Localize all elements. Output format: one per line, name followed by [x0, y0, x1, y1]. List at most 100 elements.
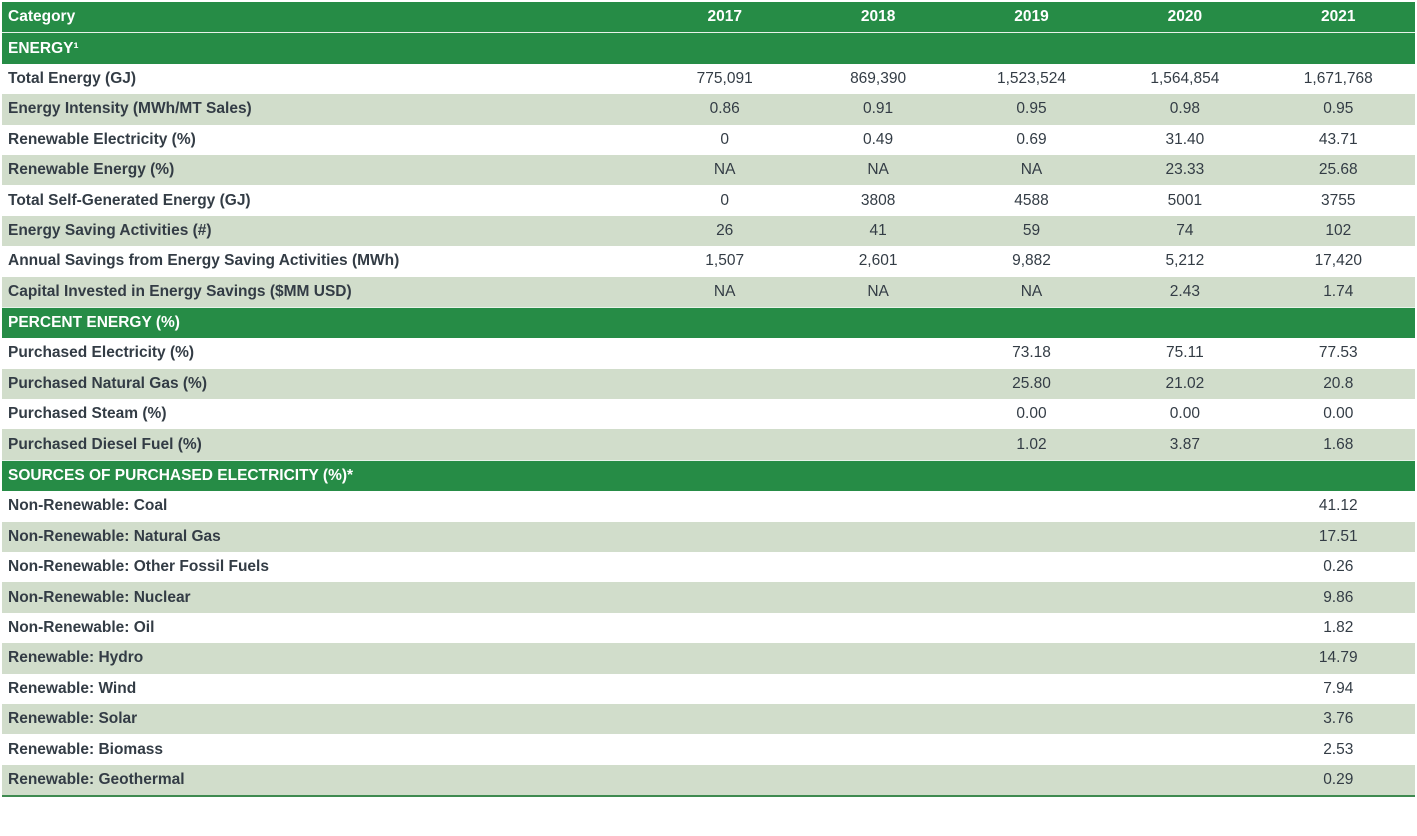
cell-2020 [1108, 612, 1262, 644]
cell-2018 [801, 643, 955, 674]
cell-2017: NA [648, 276, 802, 308]
cell-2019: 1.02 [954, 429, 1109, 461]
cell-2018 [801, 429, 955, 461]
cell-2021: 102 [1261, 215, 1415, 247]
table-row: Total Energy (GJ) 775,091 869,390 1,523,524… [2, 63, 1415, 95]
cell-2017 [648, 368, 802, 400]
cell-2017 [648, 338, 802, 369]
cell-2018 [801, 764, 955, 797]
cell-2017 [648, 429, 802, 461]
cell-2020: 1,564,854 [1108, 63, 1262, 95]
cell-2019: 4588 [954, 185, 1109, 216]
table-row: Non-Renewable: Coal 41.12 [2, 491, 1415, 522]
cell-2018 [801, 338, 955, 369]
cell-2017: 26 [648, 215, 802, 247]
row-label: Non-Renewable: Nuclear [2, 582, 648, 613]
section-title: PERCENT ENERGY (%) [2, 306, 1415, 339]
table-row: Renewable: Hydro 14.79 [2, 643, 1415, 674]
cell-2017: 0 [648, 185, 802, 216]
cell-2017 [648, 703, 802, 735]
cell-2020 [1108, 552, 1262, 583]
table-row: Non-Renewable: Nuclear 9.86 [2, 582, 1415, 613]
cell-2018 [801, 491, 955, 522]
cell-2021: 3.76 [1261, 703, 1415, 735]
row-label: Non-Renewable: Oil [2, 612, 648, 644]
section-header-row: SOURCES OF PURCHASED ELECTRICITY (%)* [2, 459, 1415, 492]
cell-2020: 21.02 [1108, 368, 1262, 400]
row-label: Renewable Energy (%) [2, 154, 648, 186]
header-year: 2018 [801, 2, 955, 34]
cell-2020: 75.11 [1108, 338, 1262, 369]
cell-2018 [801, 582, 955, 613]
table-row: Purchased Steam (%) 0.00 0.00 0.00 [2, 399, 1415, 430]
row-label: Energy Saving Activities (#) [2, 215, 648, 247]
cell-2017 [648, 582, 802, 613]
cell-2017 [648, 612, 802, 644]
table-row: Renewable Electricity (%) 0 0.49 0.69 31.40 4… [2, 124, 1415, 155]
header-year: 2020 [1108, 2, 1262, 34]
cell-2019: 25.80 [954, 368, 1109, 400]
row-label: Non-Renewable: Natural Gas [2, 521, 648, 553]
row-label: Total Self-Generated Energy (GJ) [2, 185, 648, 216]
cell-2019: 59 [954, 215, 1109, 247]
row-label: Purchased Diesel Fuel (%) [2, 429, 648, 461]
section-title: SOURCES OF PURCHASED ELECTRICITY (%)* [2, 459, 1415, 492]
cell-2020: 0.98 [1108, 94, 1262, 125]
cell-2017: 1,507 [648, 246, 802, 277]
table-row: Purchased Electricity (%) 73.18 75.11 77.53 [2, 338, 1415, 369]
energy-data-table: Category 2017 2018 2019 2020 2021 ENERGY… [2, 2, 1415, 798]
cell-2019: NA [954, 154, 1109, 186]
cell-2017 [648, 643, 802, 674]
table-row: Renewable: Biomass 2.53 [2, 734, 1415, 765]
cell-2020 [1108, 703, 1262, 735]
cell-2021: 25.68 [1261, 154, 1415, 186]
row-label: Annual Savings from Energy Saving Activi… [2, 246, 648, 277]
cell-2021: 0.29 [1261, 764, 1415, 797]
table-row: Purchased Natural Gas (%) 25.80 21.02 20.8 [2, 368, 1415, 400]
cell-2020 [1108, 734, 1262, 765]
cell-2021: 1.68 [1261, 429, 1415, 461]
cell-2019: 0.00 [954, 399, 1109, 430]
cell-2019 [954, 552, 1109, 583]
cell-2021: 3755 [1261, 185, 1415, 216]
cell-2020 [1108, 521, 1262, 553]
cell-2021: 0.95 [1261, 94, 1415, 125]
row-label: Total Energy (GJ) [2, 63, 648, 95]
cell-2017 [648, 764, 802, 797]
row-label: Purchased Electricity (%) [2, 338, 648, 369]
cell-2018: NA [801, 276, 955, 308]
cell-2021: 0.00 [1261, 399, 1415, 430]
header-category: Category [2, 2, 648, 34]
cell-2020: 5,212 [1108, 246, 1262, 277]
cell-2020: 3.87 [1108, 429, 1262, 461]
cell-2018 [801, 612, 955, 644]
cell-2020 [1108, 491, 1262, 522]
cell-2020: 2.43 [1108, 276, 1262, 308]
cell-2019: 73.18 [954, 338, 1109, 369]
table-header-row: Category 2017 2018 2019 2020 2021 [2, 2, 1415, 34]
row-label: Renewable: Biomass [2, 734, 648, 765]
row-label: Purchased Natural Gas (%) [2, 368, 648, 400]
cell-2018: 3808 [801, 185, 955, 216]
cell-2020: 23.33 [1108, 154, 1262, 186]
table-row: Non-Renewable: Natural Gas 17.51 [2, 521, 1415, 553]
table-body: ENERGY¹ Total Energy (GJ) 775,091 869,390 1,… [2, 32, 1415, 797]
cell-2018 [801, 734, 955, 765]
cell-2021: 17,420 [1261, 246, 1415, 277]
row-label: Renewable Electricity (%) [2, 124, 648, 155]
row-label: Renewable: Solar [2, 703, 648, 735]
cell-2021: 77.53 [1261, 338, 1415, 369]
cell-2018: 0.49 [801, 124, 955, 155]
cell-2018: 869,390 [801, 63, 955, 95]
cell-2019 [954, 521, 1109, 553]
cell-2018 [801, 552, 955, 583]
section-title: ENERGY¹ [2, 32, 1415, 64]
cell-2017: NA [648, 154, 802, 186]
row-label: Non-Renewable: Other Fossil Fuels [2, 552, 648, 583]
cell-2018: NA [801, 154, 955, 186]
cell-2017 [648, 491, 802, 522]
cell-2017: 0 [648, 124, 802, 155]
cell-2018 [801, 399, 955, 430]
cell-2021: 1.82 [1261, 612, 1415, 644]
cell-2018 [801, 521, 955, 553]
